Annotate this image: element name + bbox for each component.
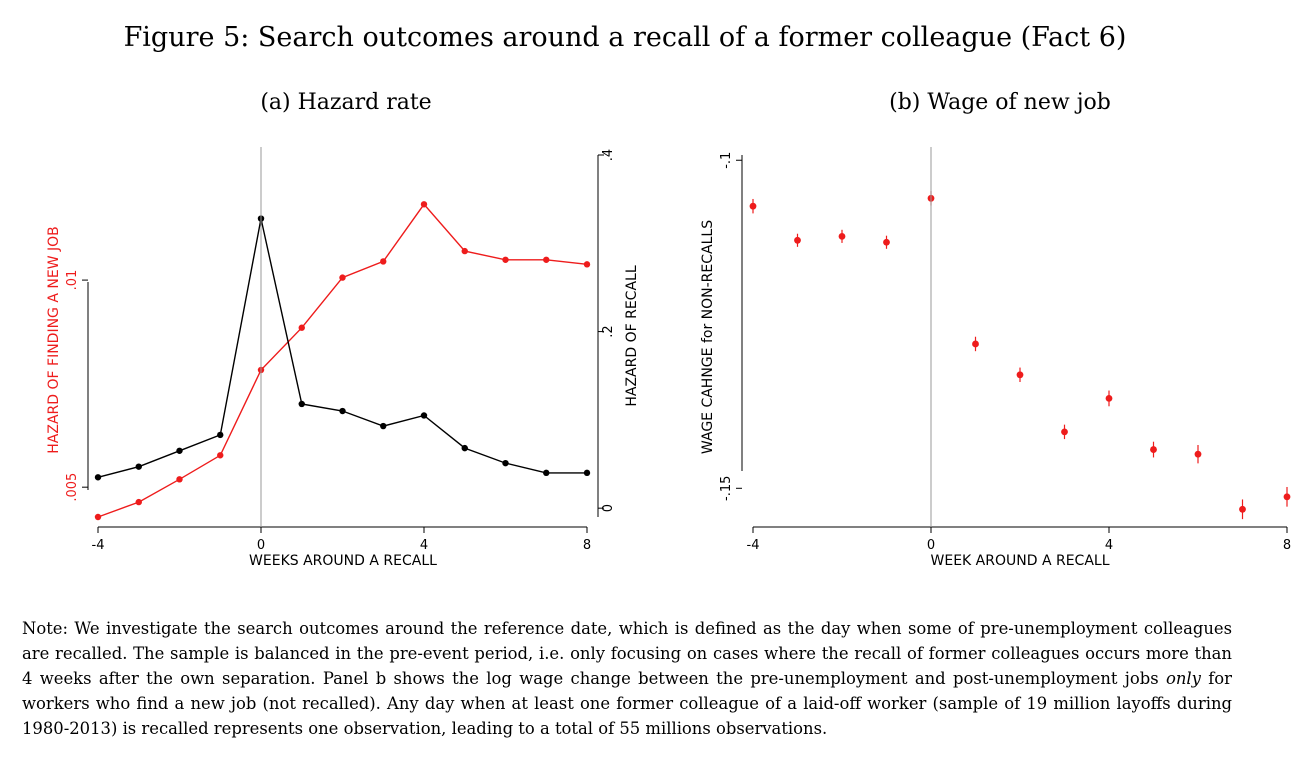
panel-a-right-tick-label: .4: [601, 149, 616, 161]
panel-a-right-tick-label: 0: [601, 504, 616, 512]
panel-a-right-tick-label: .2: [601, 325, 616, 337]
panel-a-x-tick-label: 4: [420, 538, 428, 553]
panel-a-left-tick-label: .01: [65, 270, 80, 291]
note-text-1: Note: We investigate the search outcomes…: [22, 619, 1232, 688]
figure-title: Figure 5: Search outcomes around a recal…: [123, 22, 1127, 53]
panel-a-subtitle: (a) Hazard rate: [260, 90, 431, 115]
panel-b-subtitle: (b) Wage of new job: [889, 90, 1111, 115]
data-point-wage-change: [1194, 450, 1202, 458]
data-point-hazard-new-job: [217, 452, 224, 459]
panel-b-wage-of-new-job: (b) Wage of new job WAGE CAHNGE for NON-…: [700, 90, 1291, 569]
panel-a-x-axis-label: WEEKS AROUND A RECALL: [249, 553, 437, 569]
data-point-hazard-new-job: [543, 256, 550, 263]
data-point-hazard-recall: [94, 474, 102, 481]
data-point-wage-change: [1283, 493, 1291, 501]
data-point-hazard-new-job: [298, 324, 305, 331]
data-point-hazard-recall: [176, 447, 183, 454]
data-point-wage-change: [794, 236, 801, 244]
series-line-hazard-recall: [97, 218, 587, 478]
panel-b-x-tick-label: 8: [1283, 538, 1291, 553]
panel-b-y-tick-label: -.15: [719, 476, 734, 501]
data-point-hazard-recall: [420, 412, 428, 419]
panel-a-x-tick-label: 8: [583, 538, 591, 553]
panel-b-y-ticks: -.1 -.15: [719, 152, 742, 501]
data-point-hazard-new-job: [94, 513, 102, 521]
data-point-hazard-new-job: [339, 274, 346, 281]
panel-b-series: [749, 191, 1291, 520]
series-line-hazard-new-job: [97, 203, 588, 518]
data-point-hazard-recall: [217, 431, 224, 439]
data-point-hazard-recall: [502, 459, 509, 467]
data-point-hazard-new-job: [502, 256, 509, 263]
data-point-hazard-recall: [543, 469, 550, 477]
panel-a-left-tick-label: .005: [65, 473, 80, 502]
panel-a-x-ticks: -4 0 4 8: [92, 527, 591, 553]
data-point-hazard-recall: [583, 469, 591, 477]
data-point-hazard-new-job: [380, 258, 387, 265]
panel-a-left-axis-label: HAZARD OF FINDING A NEW JOB: [46, 226, 62, 453]
panel-a-right-ticks: 0 .2 .4: [598, 149, 616, 512]
data-point-hazard-new-job: [135, 498, 142, 506]
panel-b-x-tick-label: 0: [927, 538, 935, 553]
note-emphasis: only: [1165, 669, 1201, 688]
data-point-hazard-recall: [298, 400, 305, 408]
panel-b-x-ticks: -4 0 4 8: [747, 527, 1291, 553]
data-point-wage-change: [1150, 446, 1157, 453]
panel-b-y-tick-label: -.1: [719, 152, 734, 169]
panel-a-x-tick-label: 0: [257, 538, 265, 553]
data-point-hazard-recall: [461, 444, 468, 452]
panel-b-x-tick-label: -4: [747, 538, 760, 553]
data-point-hazard-recall: [380, 422, 387, 430]
panel-b-x-tick-label: 4: [1105, 538, 1113, 553]
data-point-wage-change: [1061, 428, 1068, 436]
data-point-wage-change: [1105, 395, 1113, 402]
data-point-wage-change: [972, 340, 979, 348]
data-point-wage-change: [749, 202, 757, 210]
data-point-hazard-new-job: [420, 201, 428, 208]
panel-b-y-axis-label: WAGE CAHNGE for NON-RECALLS: [700, 220, 716, 454]
panel-a-x-tick-label: -4: [92, 538, 105, 553]
data-point-wage-change: [1239, 505, 1246, 513]
panel-a-left-ticks: .005 .01: [65, 270, 88, 502]
data-point-wage-change: [838, 232, 846, 240]
panel-a-right-axis-label: HAZARD OF RECALL: [624, 265, 640, 406]
data-point-hazard-new-job: [176, 476, 183, 483]
data-point-hazard-recall: [135, 463, 142, 470]
data-point-wage-change: [883, 238, 890, 246]
data-point-hazard-new-job: [461, 247, 468, 255]
panel-a-hazard-rate: (a) Hazard rate HAZARD OF FINDING A NEW …: [46, 90, 640, 569]
panel-a-series: [94, 201, 591, 521]
note-text-2: for workers who find a new job (not reca…: [22, 669, 1232, 738]
figure-charts: (a) Hazard rate HAZARD OF FINDING A NEW …: [46, 90, 1291, 569]
data-point-hazard-recall: [339, 407, 346, 415]
panel-b-x-axis-label: WEEK AROUND A RECALL: [931, 553, 1110, 569]
figure-note: Note: We investigate the search outcomes…: [22, 616, 1232, 741]
data-point-hazard-new-job: [583, 261, 591, 268]
data-point-wage-change: [1016, 371, 1024, 379]
